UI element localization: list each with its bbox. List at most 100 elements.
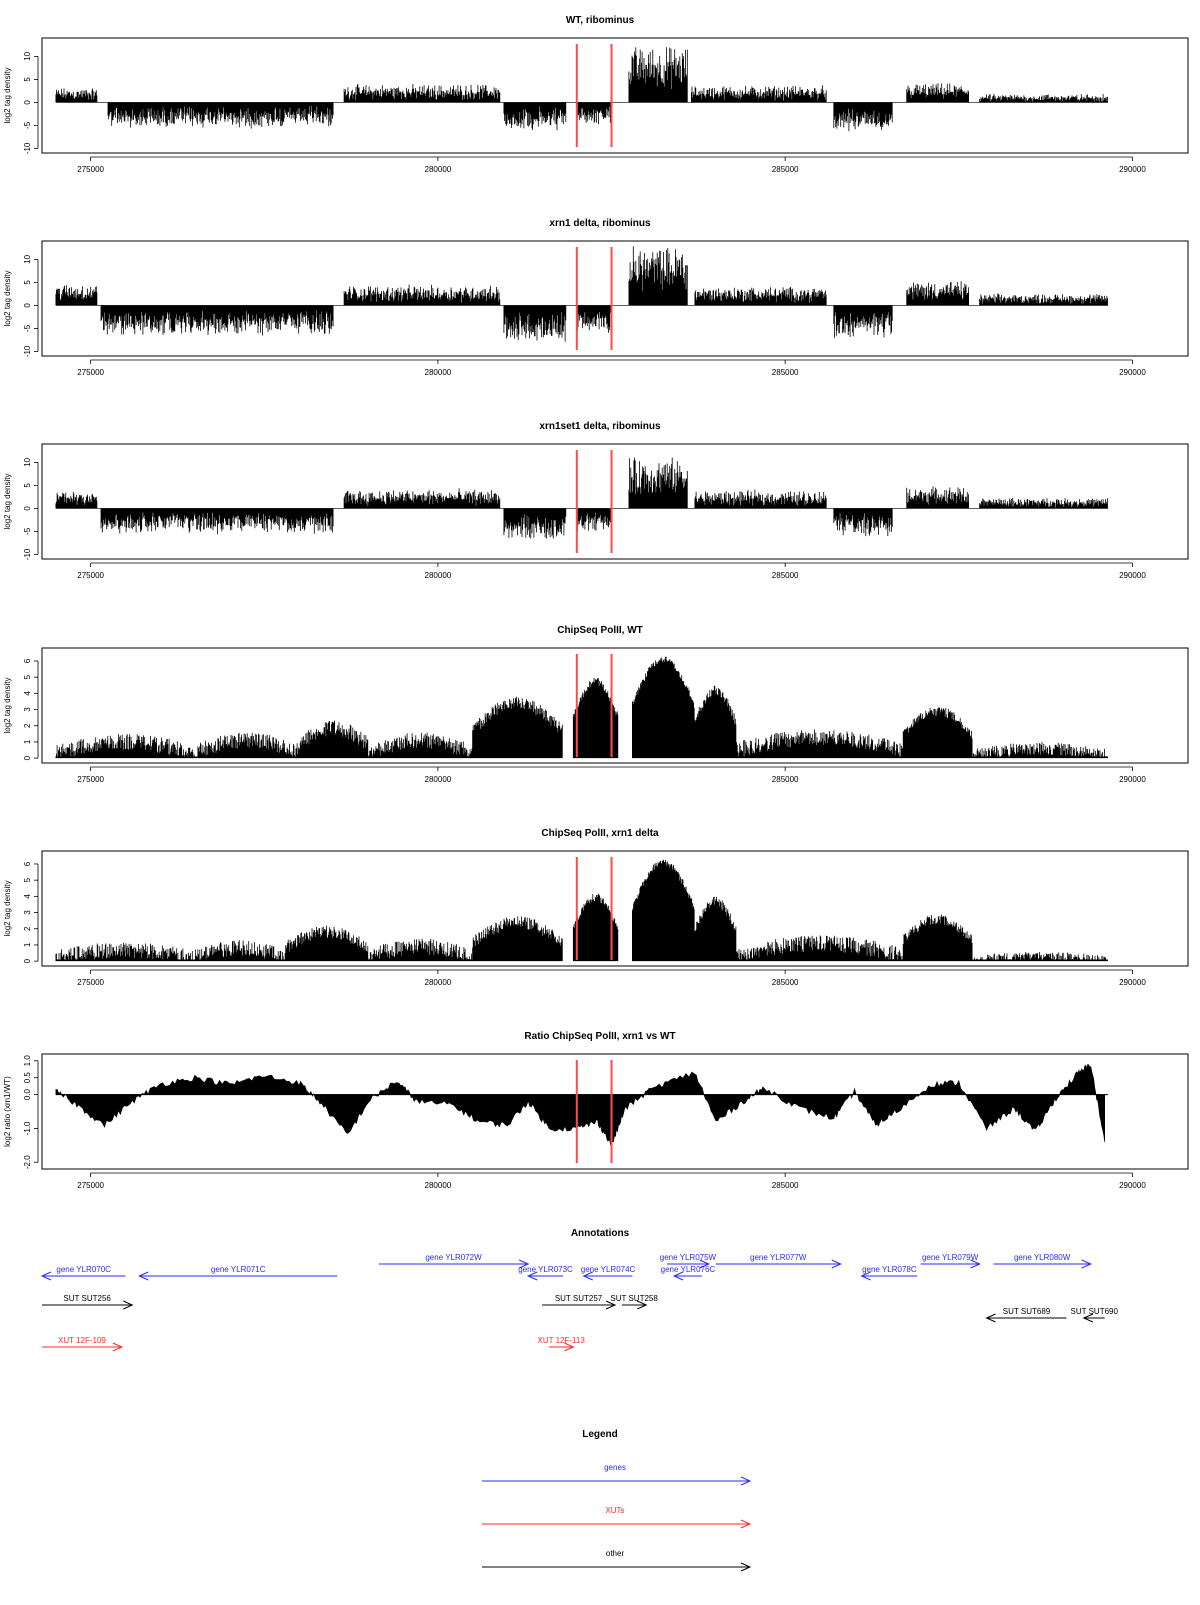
y-tick-label: 1 bbox=[23, 942, 32, 947]
feature-label: gene YLR074C bbox=[581, 1265, 636, 1274]
feature-label: XUT 12F-109 bbox=[58, 1336, 106, 1345]
y-tick-label: -1.0 bbox=[23, 1121, 32, 1135]
feature-arrow: XUT 12F-113 bbox=[538, 1336, 586, 1352]
feature-arrowhead bbox=[970, 1259, 981, 1269]
x-tick-label: 275000 bbox=[77, 978, 104, 987]
plot-frame bbox=[41, 647, 1189, 764]
feature-arrow: gene YLR070C bbox=[40, 1265, 126, 1281]
y-tick-label: 3 bbox=[23, 707, 32, 712]
plot-frame bbox=[41, 1053, 1189, 1170]
x-tick-label: 275000 bbox=[77, 571, 104, 580]
feature-arrowhead bbox=[112, 1342, 124, 1352]
plot-frame bbox=[41, 240, 1189, 357]
track-panel: xrn1 delta, ribominus 275000 280000 285000 2… bbox=[3, 218, 1189, 377]
x-tick-label: 290000 bbox=[1119, 165, 1146, 174]
y-tick-label: -2.0 bbox=[23, 1155, 32, 1169]
legend-arrowhead bbox=[740, 1519, 752, 1529]
feature-arrowhead bbox=[672, 1271, 684, 1281]
x-tick-label: 280000 bbox=[425, 1181, 452, 1190]
legend-arrowhead bbox=[740, 1476, 752, 1486]
feature-label: SUT SUT690 bbox=[1071, 1307, 1119, 1316]
y-tick-label: -5 bbox=[23, 324, 32, 332]
feature-label: gene YLR076C bbox=[661, 1265, 716, 1274]
legend-arrowhead bbox=[740, 1562, 752, 1572]
y-tick-label: 10 bbox=[23, 51, 32, 60]
feature-arrow: SUT SUT690 bbox=[1071, 1307, 1119, 1323]
feature-label: SUT SUT258 bbox=[610, 1294, 658, 1303]
feature-arrow: gene YLR078C bbox=[860, 1265, 918, 1281]
x-tick-label: 290000 bbox=[1119, 1181, 1146, 1190]
feature-arrowhead bbox=[1081, 1259, 1092, 1269]
track-panel: ChipSeq PolII, WT 275000 280000 285000 29000… bbox=[3, 625, 1189, 784]
feature-label: XUT 12F-113 bbox=[538, 1336, 586, 1345]
feature-label: SUT SUT257 bbox=[555, 1294, 603, 1303]
y-tick-label: 6 bbox=[23, 658, 32, 663]
x-tick-label: 280000 bbox=[425, 775, 452, 784]
track-signal bbox=[55, 1063, 1109, 1146]
y-tick-label: 0 bbox=[23, 303, 32, 308]
legend-item: genes bbox=[482, 1463, 752, 1486]
x-tick-label: 280000 bbox=[425, 165, 452, 174]
y-tick-label: 5 bbox=[23, 674, 32, 679]
y-tick-label: -10 bbox=[23, 548, 32, 560]
feature-label: gene YLR072W bbox=[425, 1253, 482, 1262]
y-tick-label: 5 bbox=[23, 77, 32, 82]
x-tick-label: 290000 bbox=[1119, 978, 1146, 987]
feature-arrow: gene YLR072W bbox=[378, 1253, 530, 1269]
feature-arrow: SUT SUT689 bbox=[985, 1307, 1067, 1323]
y-tick-label: 0.5 bbox=[23, 1072, 32, 1084]
feature-arrowhead bbox=[1082, 1313, 1094, 1323]
x-tick-label: 285000 bbox=[772, 571, 799, 580]
y-axis-label: log2 tag density bbox=[3, 677, 12, 733]
feature-arrowhead bbox=[985, 1313, 996, 1323]
feature-arrowhead bbox=[699, 1259, 710, 1269]
x-tick-label: 290000 bbox=[1119, 368, 1146, 377]
feature-arrowhead bbox=[605, 1300, 617, 1310]
panel-title: WT, ribominus bbox=[566, 15, 635, 26]
feature-arrowhead bbox=[860, 1271, 871, 1281]
track-panel: xrn1set1 delta, ribominus 275000 280000 285… bbox=[3, 421, 1189, 580]
track-panel: WT, ribominus 275000 280000 285000 290000 -10… bbox=[3, 15, 1189, 174]
track-panel: ChipSeq PolII, xrn1 delta 275000 280000 285… bbox=[3, 828, 1189, 987]
y-tick-label: 5 bbox=[23, 877, 32, 882]
track-signal bbox=[55, 457, 1109, 539]
legend-item: XUTs bbox=[482, 1506, 752, 1529]
y-axis-label: log2 tag density bbox=[3, 270, 12, 326]
feature-label: SUT SUT689 bbox=[1003, 1307, 1051, 1316]
y-axis-label: log2 tag density bbox=[3, 473, 12, 529]
legend-label: genes bbox=[604, 1463, 626, 1472]
feature-label: gene YLR073C bbox=[518, 1265, 573, 1274]
x-tick-label: 275000 bbox=[77, 165, 104, 174]
x-tick-label: 280000 bbox=[425, 571, 452, 580]
plot-frame bbox=[41, 37, 1189, 154]
panel-title: xrn1set1 delta, ribominus bbox=[539, 421, 661, 432]
legend-title: Legend bbox=[582, 1429, 618, 1440]
y-tick-label: 5 bbox=[23, 280, 32, 285]
y-tick-label: 3 bbox=[23, 910, 32, 915]
x-tick-label: 285000 bbox=[772, 165, 799, 174]
y-tick-label: 0 bbox=[23, 100, 32, 105]
feature-arrow: SUT SUT258 bbox=[610, 1294, 658, 1310]
y-tick-label: 5 bbox=[23, 483, 32, 488]
y-tick-label: 1 bbox=[23, 739, 32, 744]
x-tick-label: 275000 bbox=[77, 1181, 104, 1190]
annotations-title: Annotations bbox=[571, 1228, 630, 1239]
x-tick-label: 285000 bbox=[772, 1181, 799, 1190]
feature-label: gene YLR079W bbox=[922, 1253, 979, 1262]
annotations-track: Annotations gene YLR070C gene YLR071C gene … bbox=[40, 1228, 1119, 1352]
y-tick-label: 0.0 bbox=[23, 1088, 32, 1100]
y-tick-label: 10 bbox=[23, 254, 32, 263]
feature-arrow: gene YLR074C bbox=[581, 1265, 636, 1281]
panel-title: ChipSeq PolII, xrn1 delta bbox=[541, 828, 659, 839]
y-axis-label: log2 tag density bbox=[3, 880, 12, 936]
y-axis-label: log2 tag density bbox=[3, 67, 12, 123]
x-tick-label: 290000 bbox=[1119, 775, 1146, 784]
feature-label: gene YLR080W bbox=[1014, 1253, 1071, 1262]
feature-arrowhead bbox=[582, 1271, 593, 1281]
feature-label: SUT SUT256 bbox=[63, 1294, 111, 1303]
feature-label: gene YLR077W bbox=[750, 1253, 807, 1262]
signal-bars bbox=[55, 47, 1108, 132]
y-tick-label: 6 bbox=[23, 861, 32, 866]
